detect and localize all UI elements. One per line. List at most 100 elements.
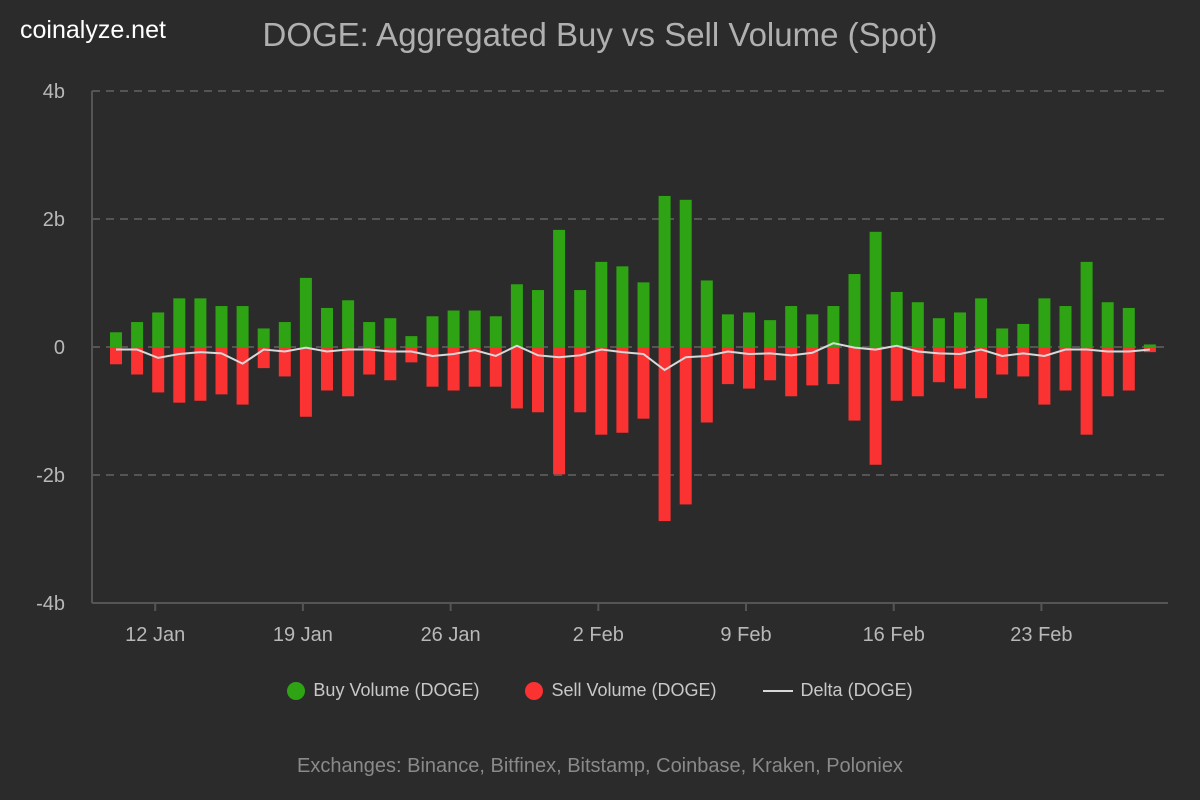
buy-bar [911, 302, 924, 347]
sell-bar [595, 347, 608, 435]
buy-bar [553, 229, 566, 347]
buy-bar [173, 298, 186, 347]
sell-bar [194, 347, 207, 401]
sell-bar [637, 347, 650, 419]
buy-bar [215, 306, 228, 347]
sell-bar [363, 347, 376, 375]
buy-bar [721, 314, 734, 347]
sell-bar [954, 347, 966, 389]
buy-bar [194, 298, 207, 347]
sell-bar [447, 347, 460, 391]
x-tick-label: 2 Feb [573, 624, 624, 646]
buy-bar [257, 328, 270, 347]
x-tick-label: 9 Feb [720, 624, 771, 646]
buy-bar [1143, 344, 1156, 347]
buy-bar [700, 280, 713, 347]
y-tick-label: 0 [54, 337, 65, 359]
buy-bar [1101, 302, 1114, 347]
sell-bar [489, 347, 502, 387]
legend-label-sell: Sell Volume (DOGE) [551, 680, 717, 700]
sell-bar [1038, 347, 1051, 405]
legend: Buy Volume (DOGE) Sell Volume (DOGE) Del… [0, 680, 1200, 701]
buy-bar [595, 261, 608, 347]
buy-bar [468, 310, 481, 347]
sell-bar [1101, 347, 1114, 397]
x-tick-label: 12 Jan [125, 624, 185, 646]
buy-bar [510, 284, 523, 347]
sell-bar [553, 347, 566, 475]
sell-bar [278, 347, 291, 377]
buy-bar [1038, 298, 1051, 347]
x-tick-label: 26 Jan [421, 624, 481, 646]
legend-item-sell[interactable]: Sell Volume (DOGE) [525, 680, 717, 701]
buy-bar [616, 266, 629, 347]
buy-bar [827, 306, 840, 347]
sell-bar [911, 347, 924, 397]
sell-bar [721, 347, 734, 385]
buy-bar [532, 290, 544, 347]
buy-bar [679, 199, 692, 347]
buy-bar [890, 291, 903, 347]
sell-bar [1122, 347, 1135, 391]
y-tick-label: 4b [43, 81, 65, 103]
y-tick-label: -4b [36, 593, 65, 615]
sell-bar [848, 347, 861, 421]
buy-bar [110, 332, 122, 347]
sell-bar [869, 347, 882, 465]
sell-bar [384, 347, 397, 381]
sell-dot-icon [525, 681, 544, 700]
buy-bar [932, 318, 945, 347]
sell-bar [468, 347, 481, 387]
buy-bar [574, 290, 587, 347]
sell-bar [1059, 347, 1072, 391]
buy-bar [1059, 306, 1072, 347]
y-tick-label: -2b [36, 465, 65, 487]
sell-bar [616, 347, 629, 433]
buy-bar [342, 300, 355, 347]
buy-bar [426, 316, 439, 347]
sell-bar [321, 347, 333, 391]
buy-bar [806, 314, 819, 347]
sell-bar [152, 347, 165, 393]
sell-bar [996, 347, 1009, 375]
buy-bar [996, 328, 1009, 347]
buy-bar [1122, 307, 1135, 347]
sell-bar [173, 347, 186, 403]
buy-bar [848, 274, 861, 347]
x-tick-label: 23 Feb [1010, 624, 1072, 646]
buy-bar [384, 318, 397, 347]
buy-bar [975, 298, 988, 347]
buy-bar [299, 277, 312, 347]
buy-bar [1017, 323, 1030, 347]
sell-bar [806, 347, 819, 386]
buy-bar [152, 312, 165, 347]
sell-bar [1017, 347, 1030, 377]
buy-bar [278, 322, 291, 347]
logo: coinalyze.net [20, 16, 166, 44]
sell-bar [785, 347, 798, 397]
sell-bar [890, 347, 903, 401]
sell-bar [679, 347, 692, 505]
buy-bar [658, 195, 671, 347]
sell-bar [574, 347, 587, 413]
y-tick-label: 2b [43, 209, 65, 231]
sell-bar [1080, 347, 1093, 435]
sell-bar [700, 347, 713, 423]
sell-bar [932, 347, 945, 383]
x-tick-label: 16 Feb [863, 624, 925, 646]
x-tick-label: 19 Jan [273, 624, 333, 646]
sell-bar [975, 347, 988, 399]
buy-bar [785, 306, 798, 347]
buy-bar [954, 312, 966, 347]
legend-item-delta[interactable]: Delta (DOGE) [762, 680, 913, 701]
buy-bar [447, 310, 460, 347]
buy-dot-icon [287, 681, 306, 700]
sell-bar [110, 347, 122, 365]
buy-bar [405, 336, 418, 347]
sell-bar [299, 347, 312, 417]
buy-bar [489, 316, 502, 347]
buy-bar [363, 322, 376, 347]
legend-item-buy[interactable]: Buy Volume (DOGE) [287, 680, 479, 701]
buy-bar [637, 282, 650, 347]
